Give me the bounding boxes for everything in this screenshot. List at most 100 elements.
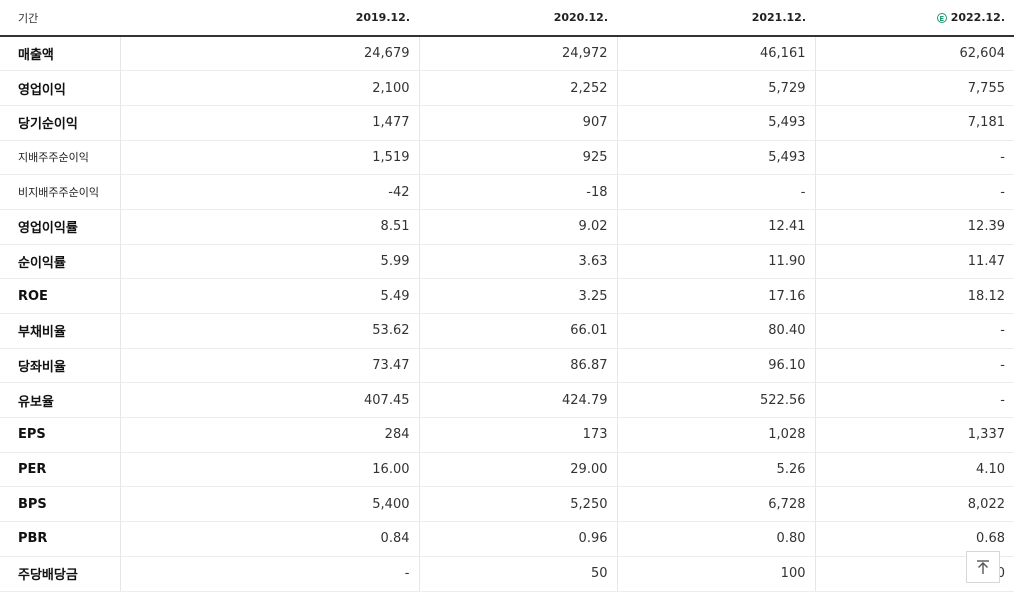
value-cell: 18.12 [814,278,1014,314]
row-label: 매출액 [0,36,120,72]
value-cell: - [119,555,419,592]
scroll-to-top-button[interactable] [966,551,1000,583]
value-cell: 11.47 [814,244,1014,280]
table-row: 부채비율 53.62 66.01 80.40- [0,313,1014,349]
table-row: BPS 5,400 5,250 6,728 8,022 [0,486,1014,523]
table-row: PBR 0.84 0.96 0.80 0.68 [0,521,1014,557]
row-label: BPS [0,486,120,523]
value-cell: 0.68 [814,521,1014,557]
estimate-icon: E [936,13,947,23]
row-label: EPS [0,417,120,453]
value-cell: 7,755 [814,70,1014,106]
value-cell: 3.63 [418,244,617,280]
value-cell: 46,161 [616,36,815,72]
table-row: 영업이익률 8.51 9.02 12.41 12.39 [0,208,1014,245]
period-2022: E 2022.12. [815,0,1014,37]
value-cell: 5,493 [616,105,815,141]
value-cell: 8.51 [119,208,419,245]
value-cell: 73.47 [119,348,419,384]
value-cell: 5.49 [119,278,419,314]
value-cell: 284 [119,417,419,453]
value-cell: 12.39 [814,208,1014,245]
row-label: 당좌비율 [0,348,120,384]
row-label: 지배주주순이익 [0,140,120,176]
table-row: 순이익률 5.99 3.63 11.90 11.47 [0,244,1014,280]
value-cell: 1,477 [119,105,419,141]
period-label: 2021.12. [751,11,806,24]
value-cell: 4.10 [814,452,1014,488]
value-cell: 0.96 [418,521,617,557]
row-label: PBR [0,521,120,557]
value-cell: 96.10 [616,348,815,384]
row-label: 영업이익률 [0,208,120,245]
value-cell: 1,519 [119,140,419,176]
value-cell: 1,028 [616,417,815,453]
value-cell: 2,100 [119,70,419,106]
value-cell: 1,337 [814,417,1014,453]
value-cell: 16.00 [119,452,419,488]
value-cell: 11.90 [616,244,815,280]
table-row: PER 16.00 29.00 5.26 4.10 [0,452,1014,488]
table-row: 매출액 24,679 24,972 46,161 62,604 [0,36,1014,72]
value-cell: 0.84 [119,521,419,557]
value-cell: 5.99 [119,244,419,280]
table-row: 유보율 407.45 424.79 522.56- [0,382,1014,419]
value-cell: 907 [418,105,617,141]
table-row: EPS 284 173 1,028 1,337 [0,417,1014,453]
value-cell: - [814,140,1014,176]
value-cell: 8,022 [814,486,1014,523]
row-label: 유보율 [0,382,120,419]
value-cell: 0.80 [616,521,815,557]
row-label: PER [0,452,120,488]
value-cell: - [814,382,1014,419]
row-label: 당기순이익 [0,105,120,141]
row-label: 주당배당금 [0,555,120,592]
value-cell: 2,252 [418,70,617,106]
value-cell: 5,493 [616,140,815,176]
value-cell: 24,679 [119,36,419,72]
period-label: 2020.12. [553,11,608,24]
value-cell: 7,181 [814,105,1014,141]
row-label: 부채비율 [0,313,120,349]
table-header-row: 기간 2019.12. 2020.12. 2021.12. E 2022.12. [0,0,1014,37]
value-cell: 50 [418,555,617,592]
value-cell: 6,728 [616,486,815,523]
value-cell: 522.56 [616,382,815,419]
table-row: 당기순이익 1,477 907 5,493 7,181 [0,105,1014,141]
value-cell: - [814,313,1014,349]
period-label: 2019.12. [355,11,410,24]
value-cell: 173 [418,417,617,453]
period-header-label: 기간 [0,0,120,37]
row-label: ROE [0,278,120,314]
value-cell: 9.02 [418,208,617,245]
value-cell: - [616,174,815,210]
table-row: 주당배당금 -50 100 0 [0,555,1014,592]
value-cell: 5,250 [418,486,617,523]
value-cell: 3.25 [418,278,617,314]
row-label: 순이익률 [0,244,120,280]
value-cell: -18 [418,174,617,210]
value-cell: 407.45 [119,382,419,419]
value-cell: 5,729 [616,70,815,106]
period-2021: 2021.12. [617,0,815,37]
value-cell: 24,972 [418,36,617,72]
value-cell: 925 [418,140,617,176]
value-cell: 80.40 [616,313,815,349]
value-cell: 5,400 [119,486,419,523]
value-cell: 62,604 [814,36,1014,72]
value-cell: 100 [616,555,815,592]
value-cell: 53.62 [119,313,419,349]
value-cell: 17.16 [616,278,815,314]
value-cell: 12.41 [616,208,815,245]
value-cell: 86.87 [418,348,617,384]
period-label: 2022.12. [950,11,1005,24]
arrow-up-to-top-icon [977,560,989,574]
period-2019: 2019.12. [120,0,419,37]
row-label: 비지배주주순이익 [0,174,120,210]
value-cell: 5.26 [616,452,815,488]
period-2020: 2020.12. [419,0,617,37]
value-cell: - [814,174,1014,210]
value-cell: -42 [119,174,419,210]
table-row: 비지배주주순이익 -42 -18- - [0,174,1014,210]
